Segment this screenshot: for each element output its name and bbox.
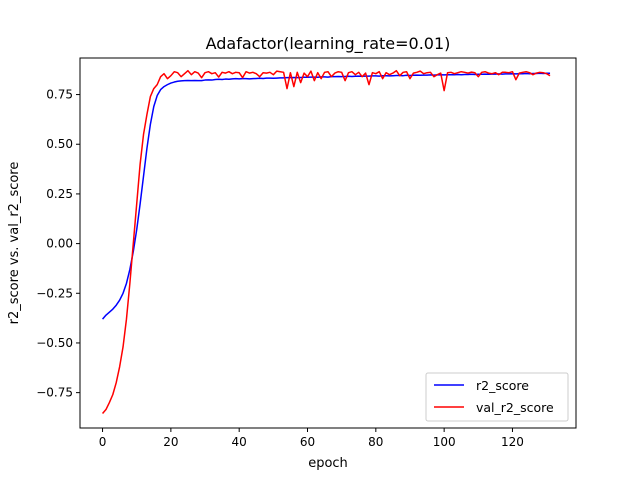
chart-title: Adafactor(learning_rate=0.01): [206, 34, 451, 54]
x-tick-label: 20: [163, 435, 178, 449]
series-line-val-r2-score: [101, 69, 551, 414]
legend-label-val-r2-score: val_r2_score: [476, 400, 554, 415]
series-line-r2-score: [101, 72, 551, 320]
y-axis-label: r2_score vs. val_r2_score: [7, 162, 22, 325]
series-layer: [101, 69, 551, 414]
y-tick-label: −0.50: [36, 336, 73, 350]
legend: r2_score val_r2_score: [425, 372, 569, 422]
x-tick-label: 60: [300, 435, 315, 449]
x-tick-label: 100: [433, 435, 456, 449]
y-tick-label: 0.75: [46, 88, 73, 102]
y-tick-label: 0.25: [46, 187, 73, 201]
legend-label-r2-score: r2_score: [476, 378, 529, 393]
x-axis-label: epoch: [308, 456, 348, 471]
y-tick-label: −0.75: [36, 386, 73, 400]
plot-frame: [79, 57, 577, 429]
x-tick-label: 40: [232, 435, 247, 449]
y-axis: −0.75 −0.50 −0.25 0.00 0.25 0.50 0.75: [36, 88, 80, 400]
y-tick-label: 0.50: [46, 137, 73, 151]
x-tick-label: 80: [368, 435, 383, 449]
x-tick-label: 120: [501, 435, 524, 449]
x-axis: 0 20 40 60 80 100 120: [99, 428, 524, 449]
x-tick-label: 0: [99, 435, 107, 449]
y-tick-label: 0.00: [46, 237, 73, 251]
y-tick-label: −0.25: [36, 286, 73, 300]
plot-area: [79, 57, 577, 429]
